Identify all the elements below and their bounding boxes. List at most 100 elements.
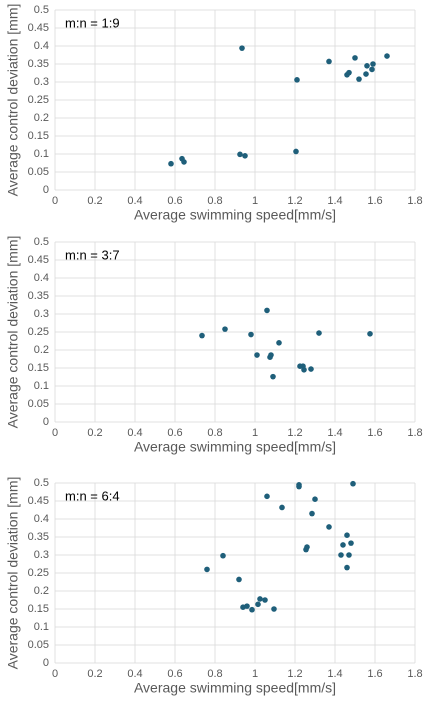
point xyxy=(293,148,299,155)
point xyxy=(344,564,350,571)
x-tick-label: 1.6 xyxy=(367,195,382,207)
point xyxy=(308,366,314,372)
y-tick-label: 0.3 xyxy=(34,308,49,320)
x-tick-label: 0.6 xyxy=(167,195,182,207)
y-tick-label: 0.15 xyxy=(28,362,49,374)
point xyxy=(364,63,370,69)
x-tick-label: 1.2 xyxy=(287,427,302,439)
point xyxy=(236,576,242,583)
x-tick-label: 1 xyxy=(252,427,258,439)
point xyxy=(309,510,315,517)
x-tick-label: 0 xyxy=(52,668,58,680)
point xyxy=(384,53,390,59)
point xyxy=(338,552,344,558)
y-tick-label: 0.2 xyxy=(34,344,49,356)
annotation: m:n = 1:9 xyxy=(65,15,120,30)
point xyxy=(199,332,205,339)
point xyxy=(254,352,260,358)
y-axis-title: Average control deviation [mm] xyxy=(5,477,21,670)
y-tick-label: 0.4 xyxy=(34,272,49,284)
x-axis-title: Average swimming speed[mm/s] xyxy=(134,439,336,455)
y-tick-label: 0.1 xyxy=(34,621,49,633)
x-tick-label: 1.2 xyxy=(287,668,302,680)
point xyxy=(316,330,322,336)
x-tick-label: 1.8 xyxy=(407,668,422,680)
x-tick-label: 1.4 xyxy=(327,668,342,680)
x-tick-label: 1.4 xyxy=(327,195,342,207)
x-tick-label: 1.6 xyxy=(367,427,382,439)
y-tick-label: 0.35 xyxy=(28,531,49,543)
y-tick-label: 0.45 xyxy=(28,254,49,266)
y-tick-label: 0.1 xyxy=(34,380,49,392)
y-tick-label: 0.2 xyxy=(34,585,49,597)
point xyxy=(222,326,228,332)
point xyxy=(270,373,276,380)
y-tick-label: 0 xyxy=(43,657,49,669)
y-tick-label: 0.25 xyxy=(28,567,49,579)
point xyxy=(255,601,261,608)
x-tick-label: 0 xyxy=(52,427,58,439)
point xyxy=(369,66,375,73)
point xyxy=(220,552,226,559)
y-tick-label: 0.15 xyxy=(28,603,49,615)
point xyxy=(367,331,373,337)
x-tick-label: 0.6 xyxy=(167,427,182,439)
point xyxy=(204,566,210,573)
point xyxy=(262,597,268,603)
y-tick-label: 0.45 xyxy=(28,495,49,507)
point xyxy=(304,544,310,550)
x-tick-label: 1.8 xyxy=(407,195,422,207)
point xyxy=(370,61,376,67)
x-tick-label: 1 xyxy=(252,668,258,680)
point xyxy=(239,45,245,51)
x-tick-label: 0.8 xyxy=(207,195,222,207)
point xyxy=(350,480,356,487)
annotation: m:n = 6:4 xyxy=(65,488,120,503)
point xyxy=(344,532,350,538)
x-tick-label: 1.6 xyxy=(367,668,382,680)
x-tick-label: 0.4 xyxy=(127,427,142,439)
point xyxy=(340,542,346,548)
point xyxy=(264,307,270,314)
x-tick-label: 0.2 xyxy=(87,668,102,680)
point xyxy=(244,603,250,609)
point xyxy=(346,69,352,76)
y-tick-label: 0.3 xyxy=(34,549,49,561)
x-tick-label: 0.8 xyxy=(207,668,222,680)
x-tick-label: 0 xyxy=(52,195,58,207)
point xyxy=(326,524,332,530)
annotation: m:n = 3:7 xyxy=(65,247,120,262)
y-tick-label: 0.05 xyxy=(28,166,49,178)
y-tick-label: 0.5 xyxy=(34,477,49,489)
point xyxy=(346,552,352,558)
point xyxy=(279,504,285,511)
point xyxy=(181,159,187,165)
y-tick-label: 0.1 xyxy=(34,148,49,160)
x-axis-title: Average swimming speed[mm/s] xyxy=(134,680,336,696)
y-tick-label: 0.25 xyxy=(28,326,49,338)
point xyxy=(294,77,300,83)
y-tick-label: 0.35 xyxy=(28,290,49,302)
x-tick-label: 0.8 xyxy=(207,427,222,439)
x-tick-label: 0.4 xyxy=(127,668,142,680)
y-tick-label: 0.2 xyxy=(34,112,49,124)
y-tick-label: 0.05 xyxy=(28,398,49,410)
y-axis-title: Average control deviation [mm] xyxy=(5,236,21,429)
point xyxy=(271,606,277,612)
point xyxy=(301,367,307,373)
y-tick-label: 0 xyxy=(43,184,49,196)
point xyxy=(248,331,254,338)
point xyxy=(326,58,332,65)
y-tick-label: 0.05 xyxy=(28,639,49,651)
point xyxy=(276,340,282,346)
x-tick-label: 0.2 xyxy=(87,195,102,207)
x-tick-label: 1.2 xyxy=(287,195,302,207)
point xyxy=(352,55,358,61)
y-tick-label: 0.5 xyxy=(34,236,49,248)
y-tick-label: 0.3 xyxy=(34,76,49,88)
y-tick-label: 0.4 xyxy=(34,40,49,52)
y-tick-label: 0.25 xyxy=(28,94,49,106)
point xyxy=(312,496,318,503)
x-axis-title: Average swimming speed[mm/s] xyxy=(134,207,336,223)
